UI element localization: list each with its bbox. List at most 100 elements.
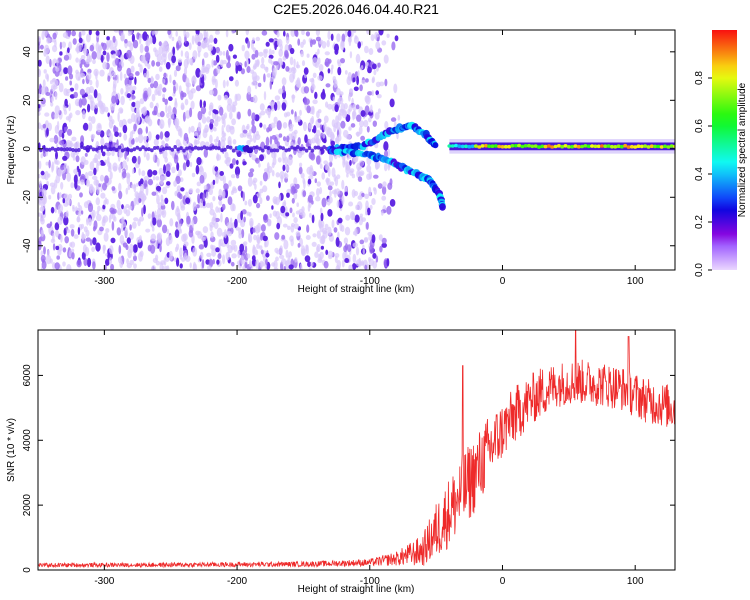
noise-speck [177, 58, 183, 63]
noise-speck [191, 219, 195, 228]
noise-speck [112, 53, 116, 59]
noise-speck [252, 37, 255, 42]
baseline-dot [220, 148, 224, 153]
noise-speck [215, 247, 220, 253]
noise-speck [203, 52, 209, 58]
noise-speck [351, 173, 356, 179]
spectrogram-lower-branch [327, 147, 446, 211]
noise-speck [318, 63, 324, 72]
noise-speck [118, 132, 122, 138]
noise-speck [290, 238, 294, 247]
noise-speck [397, 114, 401, 121]
baseline-dot [190, 146, 195, 151]
noise-speck [54, 40, 57, 48]
colorbar-tick-label: 0.8 [694, 71, 705, 85]
noise-speck [316, 110, 320, 119]
noise-speck [195, 164, 200, 175]
baseline-dot [153, 146, 157, 150]
noise-speck [91, 209, 96, 219]
noise-speck [162, 265, 165, 270]
snr-x-tick-label: -200 [227, 576, 247, 587]
baseline-dot [319, 146, 324, 151]
noise-speck [324, 51, 330, 56]
noise-speck [100, 192, 106, 199]
noise-speck [329, 131, 335, 140]
noise-speck [238, 233, 243, 239]
noise-speck [386, 205, 392, 215]
carrier-dot [550, 145, 555, 149]
noise-speck [260, 63, 266, 69]
baseline-dot [188, 145, 192, 150]
noise-speck [211, 247, 217, 257]
carrier-dot [619, 144, 624, 149]
noise-speck [80, 179, 85, 185]
spectrogram-noise-field [38, 30, 401, 270]
noise-speck [327, 167, 331, 177]
noise-speck [379, 245, 383, 253]
baseline-dot [120, 148, 125, 153]
noise-speck [153, 138, 159, 146]
carrier-dot [530, 144, 535, 149]
spectrogram-x-tick-label: -200 [227, 276, 247, 287]
carrier-dot [573, 144, 578, 148]
noise-speck [303, 121, 307, 132]
noise-speck [98, 100, 104, 109]
noise-speck [131, 155, 137, 164]
noise-speck [38, 122, 41, 130]
noise-speck [276, 31, 280, 38]
noise-speck [381, 185, 387, 195]
noise-speck [185, 82, 192, 88]
noise-speck [137, 219, 141, 227]
noise-speck [171, 55, 177, 64]
noise-speck [389, 178, 393, 186]
noise-speck [80, 59, 86, 65]
noise-speck [212, 87, 218, 97]
noise-speck [387, 148, 391, 157]
baseline-dot [316, 145, 321, 150]
noise-speck [338, 96, 344, 105]
noise-speck [231, 253, 237, 259]
noise-speck [88, 122, 93, 132]
noise-speck [389, 199, 396, 207]
noise-speck [63, 122, 67, 128]
noise-speck [197, 193, 201, 204]
noise-speck [332, 76, 337, 82]
noise-speck [144, 52, 151, 62]
noise-speck [155, 260, 161, 266]
noise-speck [65, 142, 71, 149]
noise-speck [45, 254, 52, 265]
noise-speck [278, 133, 283, 138]
noise-speck [58, 167, 62, 177]
noise-speck [133, 217, 139, 222]
noise-speck [383, 141, 389, 151]
noise-speck [99, 69, 105, 77]
carrier-dot [513, 143, 518, 148]
noise-speck [188, 188, 194, 194]
noise-speck [311, 214, 315, 224]
noise-speck [111, 95, 117, 104]
noise-speck [272, 210, 278, 217]
noise-speck [218, 188, 223, 198]
noise-speck [80, 156, 86, 165]
noise-speck [123, 206, 127, 214]
noise-speck [366, 126, 370, 133]
noise-speck [106, 151, 112, 156]
carrier-dot [566, 145, 571, 149]
noise-speck [122, 160, 127, 169]
baseline-dot [304, 148, 309, 153]
noise-speck [126, 40, 132, 47]
noise-speck [87, 103, 91, 113]
noise-speck [135, 71, 140, 76]
baseline-dot [59, 147, 64, 152]
noise-speck [299, 109, 302, 116]
noise-speck [105, 129, 112, 136]
noise-speck [327, 250, 334, 258]
noise-speck [64, 125, 68, 133]
noise-speck [304, 134, 308, 144]
noise-speck [197, 44, 202, 53]
noise-speck [357, 41, 362, 49]
noise-speck [371, 234, 376, 244]
noise-speck [364, 193, 369, 199]
noise-speck [249, 168, 255, 173]
noise-speck [239, 133, 245, 138]
